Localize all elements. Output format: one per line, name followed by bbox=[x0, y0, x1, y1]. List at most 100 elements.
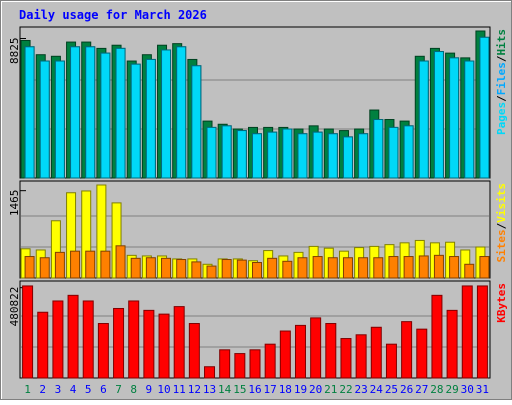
panel-hits-max-label: 8825 bbox=[8, 38, 21, 65]
bar-kbytes-day-14 bbox=[219, 349, 231, 379]
bar-kbytes-day-31 bbox=[476, 285, 488, 379]
bar-sites-day-22 bbox=[342, 257, 353, 279]
bar-pages-day-21 bbox=[327, 133, 338, 179]
bar-sites-day-7 bbox=[115, 245, 126, 279]
bar-sites-day-3 bbox=[54, 251, 65, 279]
bar-kbytes-day-29 bbox=[446, 309, 458, 379]
bar-kbytes-day-13 bbox=[204, 366, 216, 379]
bar-pages-day-8 bbox=[130, 63, 141, 179]
bar-pages-day-15 bbox=[236, 130, 247, 179]
bar-sites-day-15 bbox=[236, 259, 247, 279]
bar-kbytes-day-24 bbox=[370, 326, 382, 379]
bar-kbytes-day-12 bbox=[188, 323, 200, 379]
bar-kbytes-day-15 bbox=[234, 353, 246, 379]
day-label-24: 24 bbox=[370, 383, 384, 396]
bar-sites-day-24 bbox=[373, 257, 384, 279]
panel-kbytes-legend: KBytes bbox=[495, 283, 508, 323]
bar-kbytes-day-6 bbox=[97, 323, 109, 379]
bar-pages-day-1 bbox=[24, 46, 35, 179]
day-label-20: 20 bbox=[309, 383, 322, 396]
day-label-12: 12 bbox=[188, 383, 201, 396]
bar-pages-day-4 bbox=[70, 46, 81, 179]
bar-pages-day-19 bbox=[297, 133, 308, 179]
legend-hits: Hits bbox=[495, 29, 508, 56]
panel-hits-legend: Pages/Files/Hits bbox=[495, 29, 508, 135]
bar-pages-day-11 bbox=[176, 46, 187, 179]
bar-pages-day-3 bbox=[54, 60, 65, 179]
day-label-28: 28 bbox=[430, 383, 443, 396]
bar-pages-day-16 bbox=[252, 133, 262, 179]
legend-separator: / bbox=[495, 55, 508, 62]
bar-pages-day-13 bbox=[206, 126, 217, 179]
bar-sites-day-6 bbox=[100, 250, 111, 279]
day-label-14: 14 bbox=[218, 383, 232, 396]
bar-sites-day-29 bbox=[449, 256, 460, 279]
bar-kbytes-day-11 bbox=[173, 306, 185, 379]
bar-sites-day-2 bbox=[39, 257, 50, 279]
day-label-31: 31 bbox=[476, 383, 489, 396]
bar-kbytes-day-20 bbox=[310, 317, 322, 379]
bar-pages-day-24 bbox=[373, 119, 384, 179]
bar-pages-day-14 bbox=[221, 125, 232, 179]
panel-kbytes-max-label: 480822 bbox=[8, 287, 21, 327]
bar-kbytes-day-5 bbox=[82, 300, 94, 379]
day-label-29: 29 bbox=[445, 383, 458, 396]
bar-sites-day-8 bbox=[130, 257, 141, 279]
bar-pages-day-2 bbox=[39, 60, 50, 179]
bar-pages-day-7 bbox=[115, 47, 126, 179]
bar-sites-day-14 bbox=[221, 259, 232, 279]
bar-sites-day-27 bbox=[418, 255, 429, 279]
bar-kbytes-day-28 bbox=[431, 294, 443, 379]
day-label-27: 27 bbox=[415, 383, 428, 396]
bar-kbytes-day-10 bbox=[158, 313, 170, 379]
bar-kbytes-day-21 bbox=[325, 323, 337, 379]
day-label-13: 13 bbox=[203, 383, 216, 396]
bar-kbytes-day-4 bbox=[67, 294, 79, 379]
day-label-15: 15 bbox=[233, 383, 246, 396]
day-label-30: 30 bbox=[461, 383, 474, 396]
chart-title: Daily usage for March 2026 bbox=[19, 8, 207, 22]
bar-sites-day-30 bbox=[464, 263, 475, 279]
bar-kbytes-day-2 bbox=[37, 311, 49, 379]
bar-pages-day-10 bbox=[161, 49, 172, 179]
day-label-17: 17 bbox=[264, 383, 277, 396]
bar-sites-day-4 bbox=[70, 250, 81, 279]
day-label-8: 8 bbox=[130, 383, 137, 396]
bar-sites-day-17 bbox=[267, 257, 278, 279]
day-label-22: 22 bbox=[339, 383, 352, 396]
bar-sites-day-9 bbox=[145, 257, 156, 279]
bar-kbytes-day-8 bbox=[128, 300, 140, 379]
bar-pages-day-23 bbox=[358, 133, 369, 179]
bar-pages-day-26 bbox=[403, 125, 414, 179]
bar-kbytes-day-7 bbox=[113, 307, 125, 379]
bar-sites-day-12 bbox=[191, 261, 202, 279]
legend-separator: / bbox=[495, 222, 508, 229]
bar-kbytes-day-25 bbox=[385, 343, 397, 379]
day-label-26: 26 bbox=[400, 383, 413, 396]
bar-sites-day-11 bbox=[176, 259, 187, 279]
day-label-25: 25 bbox=[385, 383, 398, 396]
panel-kbytes: 480822 KBytes bbox=[8, 280, 508, 379]
day-label-5: 5 bbox=[85, 383, 92, 396]
bar-kbytes-day-22 bbox=[340, 338, 352, 379]
bar-pages-day-27 bbox=[418, 60, 429, 179]
legend-pages: Pages bbox=[495, 102, 508, 135]
bar-pages-day-28 bbox=[433, 51, 444, 179]
bar-kbytes-day-9 bbox=[143, 309, 155, 379]
bar-sites-day-16 bbox=[252, 262, 262, 279]
day-label-1: 1 bbox=[24, 383, 31, 396]
legend-separator: / bbox=[495, 95, 508, 102]
day-label-10: 10 bbox=[157, 383, 170, 396]
bar-pages-day-20 bbox=[312, 131, 323, 179]
bar-kbytes-day-18 bbox=[279, 330, 291, 379]
day-label-2: 2 bbox=[39, 383, 46, 396]
bar-sites-day-21 bbox=[327, 257, 338, 279]
bar-kbytes-day-19 bbox=[294, 324, 306, 379]
legend-visits: Visits bbox=[495, 183, 508, 223]
legend-kbytes: KBytes bbox=[495, 283, 508, 323]
day-label-3: 3 bbox=[55, 383, 62, 396]
panel-visits-legend: Sites/Visits bbox=[495, 183, 508, 263]
bar-pages-day-17 bbox=[267, 131, 278, 179]
